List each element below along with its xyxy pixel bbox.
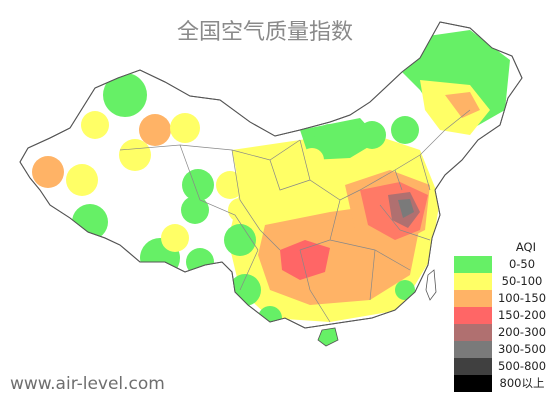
china-outline <box>19 21 523 329</box>
aqi-zone-sichuan-unhealthy <box>280 240 330 280</box>
legend-item: 50-100 <box>454 273 552 290</box>
aqi-blob-moderate <box>66 164 98 196</box>
legend-label: 0-50 <box>492 256 552 273</box>
aqi-blob-good <box>258 306 282 328</box>
aqi-blob-usg <box>139 114 171 146</box>
legend-title: AQI <box>515 240 536 254</box>
aqi-blob-moderate <box>161 224 189 252</box>
legend-item: 0-50 <box>454 256 552 273</box>
legend-swatch <box>454 375 492 392</box>
aqi-heat-layer <box>32 30 510 328</box>
legend-item: 500-800 <box>454 358 552 375</box>
legend-swatch <box>454 341 492 358</box>
aqi-blob-good <box>182 169 214 201</box>
legend-item: 800以上 <box>454 375 552 392</box>
legend-item: 200-300 <box>454 324 552 341</box>
legend-label: 50-100 <box>492 273 552 290</box>
aqi-blob-good <box>391 116 419 144</box>
legend-swatch <box>454 256 492 273</box>
legend-item: 150-200 <box>454 307 552 324</box>
legend-label: 200-300 <box>492 324 552 341</box>
legend-label: 100-150 <box>492 290 552 307</box>
legend-item: 300-500 <box>454 341 552 358</box>
aqi-legend: AQI 0-50 50-100 100-150 150-200 200-300 … <box>454 239 552 392</box>
aqi-blob-good <box>186 248 214 276</box>
aqi-blob-moderate <box>216 171 244 199</box>
aqi-blob-good <box>103 73 147 117</box>
legend-item: 100-150 <box>454 290 552 307</box>
legend-swatch <box>454 324 492 341</box>
legend-label: 300-500 <box>492 341 552 358</box>
aqi-blob-good <box>314 124 346 156</box>
legend-label: 800以上 <box>492 375 552 392</box>
legend-label: 150-200 <box>492 307 552 324</box>
hainan-island <box>317 327 339 347</box>
legend-label: 500-800 <box>492 358 552 375</box>
aqi-blob-moderate <box>119 139 151 171</box>
aqi-blob-good <box>72 204 108 240</box>
aqi-blob-good <box>181 196 209 224</box>
map-title: 全国空气质量指数 <box>176 20 353 45</box>
legend-swatch <box>454 358 492 375</box>
legend-swatch <box>454 307 492 324</box>
legend-swatch <box>454 290 492 307</box>
taiwan-island <box>425 269 437 301</box>
aqi-zone-usg-northeast <box>445 92 480 118</box>
aqi-blob-moderate <box>81 111 109 139</box>
aqi-blob-moderate <box>300 148 324 172</box>
province-borders <box>119 109 471 323</box>
aqi-blob-good <box>395 280 415 300</box>
site-watermark: www.air-level.com <box>10 374 165 394</box>
legend-swatch <box>454 273 492 290</box>
aqi-zone-hazardous <box>398 199 414 218</box>
aqi-blob-good <box>224 224 256 256</box>
aqi-blob-usg <box>32 156 64 188</box>
aqi-blob-moderate <box>228 198 252 222</box>
aqi-blob-moderate <box>170 113 200 143</box>
aqi-blob-good <box>358 121 386 149</box>
